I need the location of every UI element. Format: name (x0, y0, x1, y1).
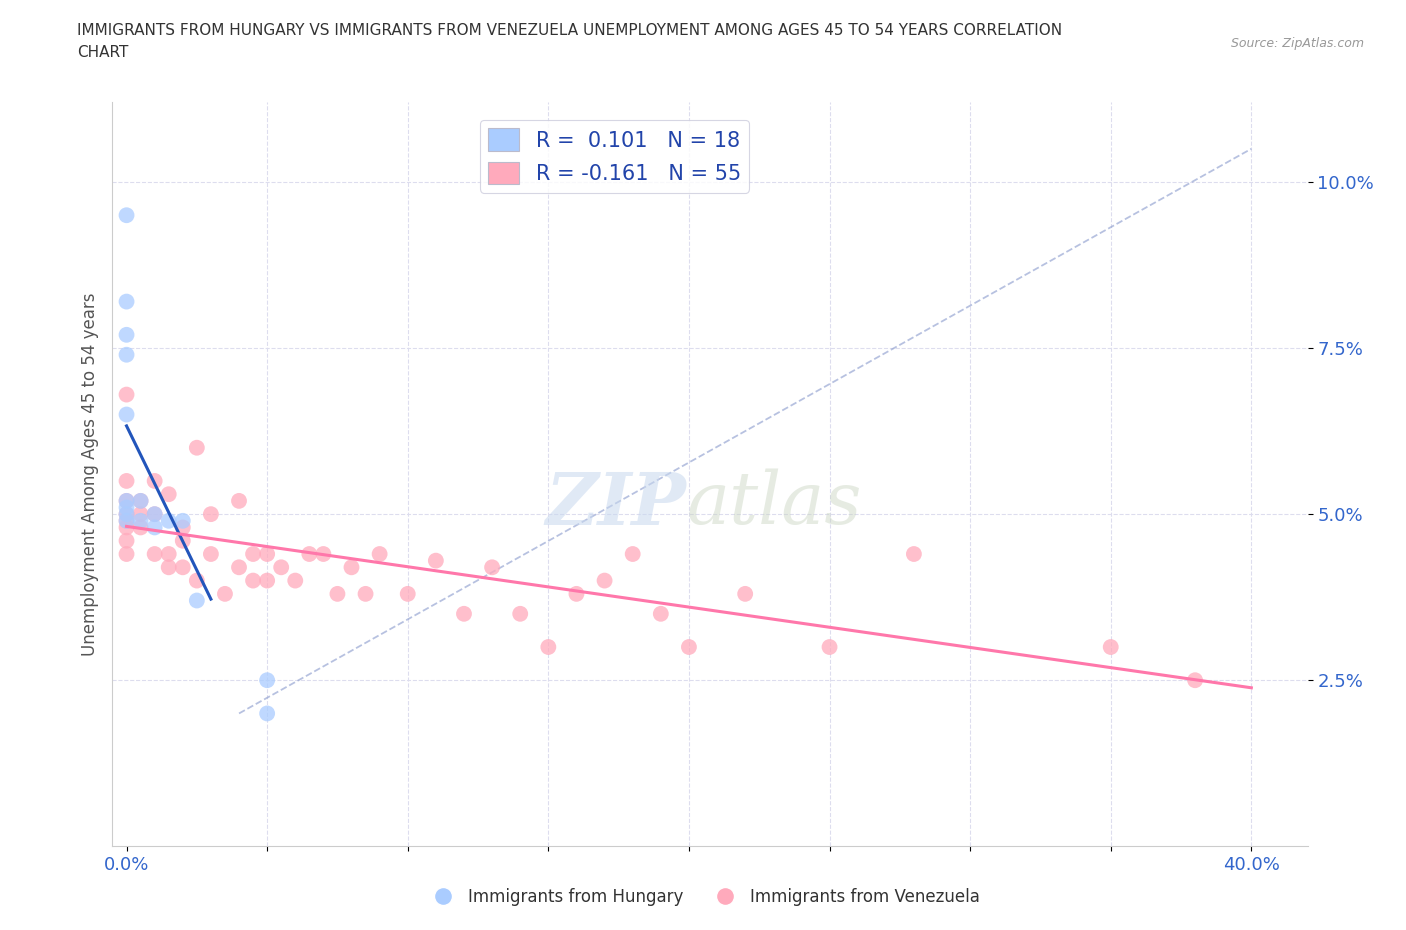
Point (621, 547, 644, 562)
Point (214, 587, 236, 602)
Point (200, 507, 222, 522)
Point (157, 560, 180, 575)
Point (115, 494, 138, 509)
Point (368, 547, 391, 562)
Point (256, 547, 278, 562)
Point (172, 533, 194, 548)
Point (115, 207, 138, 222)
Point (354, 587, 377, 602)
Point (157, 547, 180, 562)
Text: Source: ZipAtlas.com: Source: ZipAtlas.com (1230, 37, 1364, 50)
Point (115, 500, 138, 515)
Point (129, 513, 152, 528)
Text: ZIP: ZIP (546, 469, 686, 539)
Point (143, 473, 166, 488)
Point (256, 573, 278, 588)
Point (186, 573, 208, 588)
Point (256, 706, 278, 721)
Point (115, 507, 138, 522)
Point (242, 547, 264, 562)
Point (115, 520, 138, 535)
Point (129, 520, 152, 535)
Point (115, 347, 138, 362)
Point (326, 587, 349, 602)
Point (481, 560, 503, 575)
Point (734, 587, 756, 602)
Point (143, 547, 166, 562)
Point (818, 640, 841, 655)
Point (650, 606, 672, 621)
Point (157, 486, 180, 501)
Point (115, 294, 138, 309)
Legend: R =  0.101   N = 18, R = -0.161   N = 55: R = 0.101 N = 18, R = -0.161 N = 55 (479, 120, 749, 193)
Point (172, 520, 194, 535)
Point (242, 573, 264, 588)
Y-axis label: Unemployment Among Ages 45 to 54 years: Unemployment Among Ages 45 to 54 years (80, 293, 98, 656)
Point (396, 587, 419, 602)
Point (340, 560, 363, 575)
Point (115, 507, 138, 522)
Point (186, 440, 208, 455)
Point (115, 473, 138, 488)
Point (129, 494, 152, 509)
Point (115, 533, 138, 548)
Point (509, 606, 531, 621)
Text: atlas: atlas (686, 469, 862, 539)
Point (115, 327, 138, 342)
Point (143, 507, 166, 522)
Point (270, 560, 292, 575)
Point (115, 407, 138, 422)
Point (115, 513, 138, 528)
Point (678, 640, 700, 655)
Point (228, 560, 250, 575)
Point (256, 672, 278, 687)
Point (172, 513, 194, 528)
Point (537, 640, 560, 655)
Point (115, 513, 138, 528)
Point (903, 547, 925, 562)
Point (425, 553, 447, 568)
Point (228, 494, 250, 509)
Point (453, 606, 475, 621)
Point (115, 494, 138, 509)
Point (129, 494, 152, 509)
Point (1099, 640, 1122, 655)
Text: CHART: CHART (77, 45, 129, 60)
Point (115, 547, 138, 562)
Point (172, 560, 194, 575)
Point (1184, 672, 1206, 687)
Point (186, 593, 208, 608)
Point (157, 513, 180, 528)
Point (143, 507, 166, 522)
Point (312, 547, 335, 562)
Text: IMMIGRANTS FROM HUNGARY VS IMMIGRANTS FROM VENEZUELA UNEMPLOYMENT AMONG AGES 45 : IMMIGRANTS FROM HUNGARY VS IMMIGRANTS FR… (77, 23, 1063, 38)
Point (284, 573, 307, 588)
Point (200, 547, 222, 562)
Legend: Immigrants from Hungary, Immigrants from Venezuela: Immigrants from Hungary, Immigrants from… (419, 881, 987, 912)
Point (565, 587, 588, 602)
Point (298, 547, 321, 562)
Point (143, 520, 166, 535)
Point (115, 387, 138, 402)
Point (593, 573, 616, 588)
Point (129, 507, 152, 522)
